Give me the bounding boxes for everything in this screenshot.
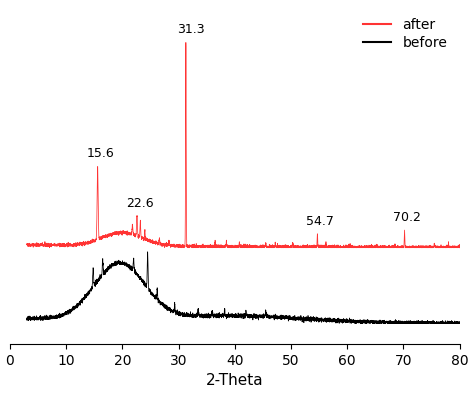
Text: 54.7: 54.7 [306,215,334,228]
Text: 70.2: 70.2 [393,211,421,224]
Text: 22.6: 22.6 [126,197,154,210]
Text: 15.6: 15.6 [86,147,114,160]
Legend: after, before: after, before [358,13,453,56]
X-axis label: 2-Theta: 2-Theta [206,374,264,388]
Text: 31.3: 31.3 [177,23,205,36]
